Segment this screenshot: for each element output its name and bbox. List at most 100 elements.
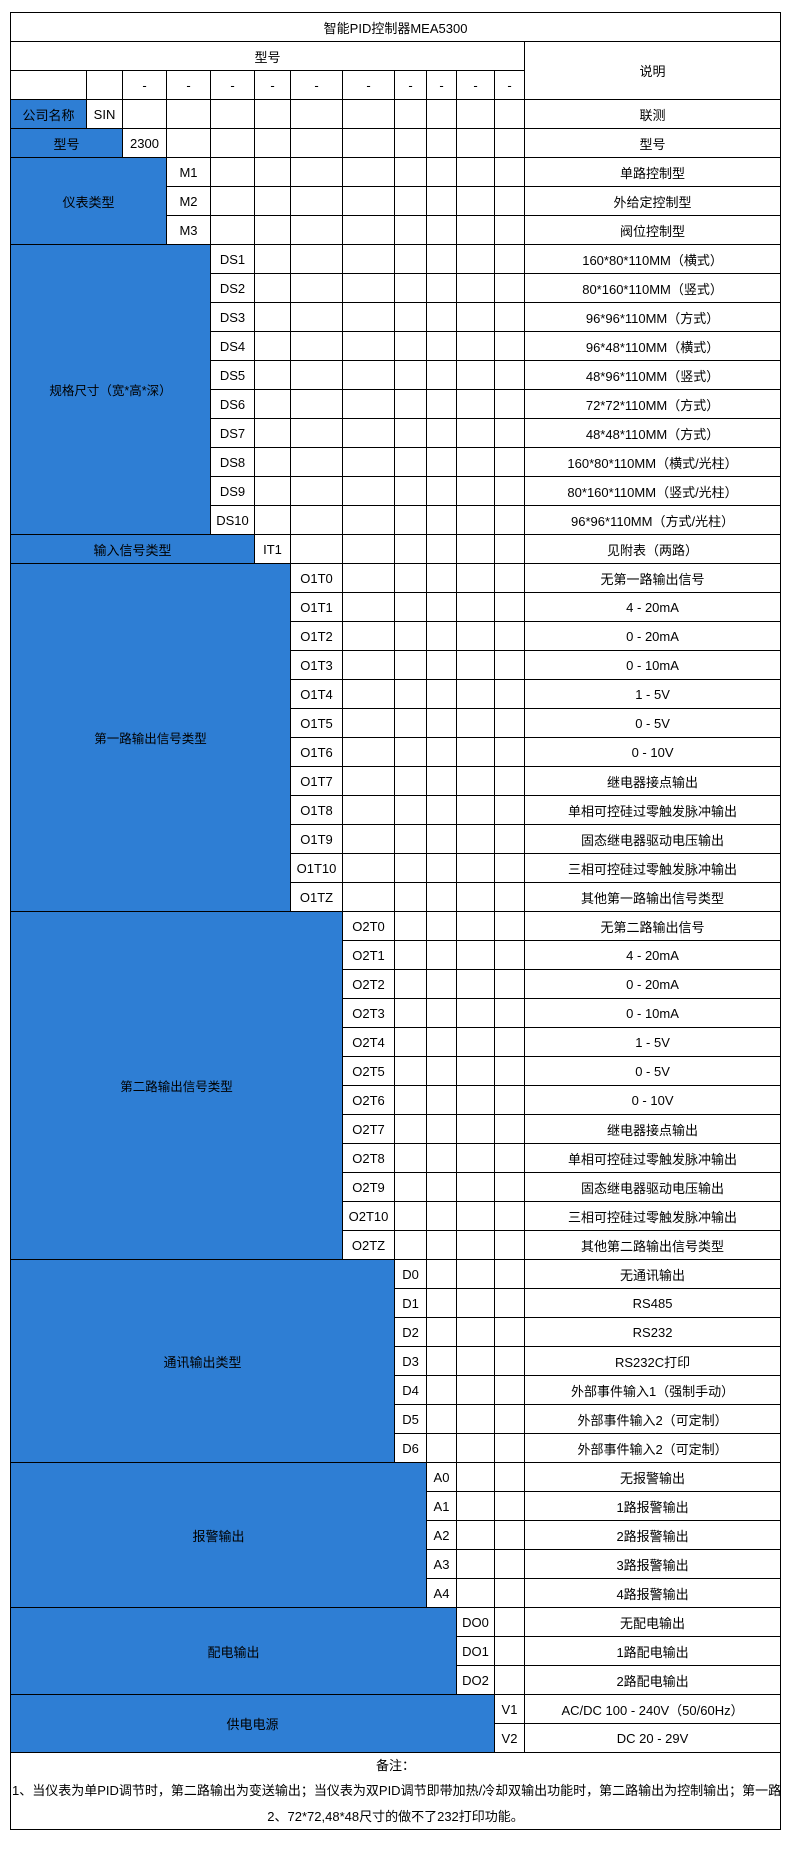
empty-code-cell[interactable] [456, 1027, 495, 1057]
model-code-cell[interactable]: 2300 [122, 128, 167, 158]
empty-code-cell[interactable] [166, 99, 211, 129]
empty-code-cell[interactable] [494, 1462, 525, 1492]
empty-code-cell[interactable] [394, 679, 427, 709]
empty-code-cell[interactable] [426, 1027, 457, 1057]
empty-code-cell[interactable] [426, 244, 457, 274]
empty-code-cell[interactable] [342, 157, 395, 187]
model-code-cell[interactable]: O1T7 [290, 766, 343, 796]
empty-code-cell[interactable] [456, 1346, 495, 1376]
empty-code-cell[interactable] [456, 1172, 495, 1202]
empty-code-cell[interactable] [494, 447, 525, 477]
empty-code-cell[interactable] [426, 1230, 457, 1260]
empty-code-cell[interactable] [426, 128, 457, 158]
empty-code-cell[interactable] [254, 447, 291, 477]
empty-code-cell[interactable] [342, 215, 395, 245]
empty-code-cell[interactable] [426, 1288, 457, 1318]
empty-code-cell[interactable] [426, 911, 457, 941]
model-code-cell[interactable]: O2T0 [342, 911, 395, 941]
empty-code-cell[interactable] [426, 273, 457, 303]
empty-code-cell[interactable] [494, 1317, 525, 1347]
empty-code-cell[interactable] [456, 911, 495, 941]
empty-code-cell[interactable] [456, 650, 495, 680]
empty-code-cell[interactable] [456, 1404, 495, 1434]
empty-code-cell[interactable] [254, 302, 291, 332]
model-code-cell[interactable]: A0 [426, 1462, 457, 1492]
model-code-cell[interactable]: O1T5 [290, 708, 343, 738]
empty-code-cell[interactable] [456, 563, 495, 593]
empty-code-cell[interactable] [494, 360, 525, 390]
empty-code-cell[interactable] [290, 244, 343, 274]
empty-code-cell[interactable] [426, 998, 457, 1028]
empty-code-cell[interactable] [342, 592, 395, 622]
empty-code-cell[interactable] [456, 1549, 495, 1579]
empty-code-cell[interactable] [456, 99, 495, 129]
empty-code-cell[interactable] [426, 418, 457, 448]
model-code-cell[interactable]: O1T8 [290, 795, 343, 825]
model-code-cell[interactable]: A2 [426, 1520, 457, 1550]
empty-code-cell[interactable] [494, 882, 525, 912]
empty-code-cell[interactable] [342, 534, 395, 564]
model-code-cell[interactable]: O2T6 [342, 1085, 395, 1115]
empty-code-cell[interactable] [342, 447, 395, 477]
empty-code-cell[interactable] [394, 1172, 427, 1202]
model-code-cell[interactable]: O1T9 [290, 824, 343, 854]
empty-code-cell[interactable] [456, 534, 495, 564]
empty-code-cell[interactable] [494, 737, 525, 767]
empty-code-cell[interactable] [254, 157, 291, 187]
empty-code-cell[interactable] [394, 1056, 427, 1086]
model-code-cell[interactable]: DO0 [456, 1607, 495, 1637]
empty-code-cell[interactable] [394, 911, 427, 941]
empty-code-cell[interactable] [456, 1288, 495, 1318]
empty-code-cell[interactable] [290, 534, 343, 564]
model-code-cell[interactable]: O2T4 [342, 1027, 395, 1057]
model-code-cell[interactable]: DS4 [210, 331, 255, 361]
empty-code-cell[interactable] [456, 1230, 495, 1260]
empty-code-cell[interactable] [456, 824, 495, 854]
empty-code-cell[interactable] [426, 302, 457, 332]
empty-code-cell[interactable] [254, 389, 291, 419]
model-code-cell[interactable]: O2T5 [342, 1056, 395, 1086]
empty-code-cell[interactable] [394, 563, 427, 593]
empty-code-cell[interactable] [426, 824, 457, 854]
empty-code-cell[interactable] [494, 215, 525, 245]
empty-code-cell[interactable] [426, 186, 457, 216]
empty-code-cell[interactable] [456, 1056, 495, 1086]
empty-code-cell[interactable] [394, 157, 427, 187]
empty-code-cell[interactable] [342, 418, 395, 448]
empty-code-cell[interactable] [210, 186, 255, 216]
empty-code-cell[interactable] [456, 969, 495, 999]
empty-code-cell[interactable] [494, 1549, 525, 1579]
model-code-cell[interactable]: A3 [426, 1549, 457, 1579]
empty-code-cell[interactable] [254, 215, 291, 245]
empty-code-cell[interactable] [456, 1259, 495, 1289]
empty-code-cell[interactable] [342, 273, 395, 303]
empty-code-cell[interactable] [394, 940, 427, 970]
model-code-cell[interactable]: O2T7 [342, 1114, 395, 1144]
empty-code-cell[interactable] [494, 331, 525, 361]
empty-code-cell[interactable] [426, 360, 457, 390]
empty-code-cell[interactable] [394, 418, 427, 448]
empty-code-cell[interactable] [426, 969, 457, 999]
empty-code-cell[interactable] [456, 853, 495, 883]
empty-code-cell[interactable] [342, 737, 395, 767]
empty-code-cell[interactable] [456, 1201, 495, 1231]
empty-code-cell[interactable] [342, 708, 395, 738]
empty-code-cell[interactable] [426, 1317, 457, 1347]
empty-code-cell[interactable] [426, 940, 457, 970]
empty-code-cell[interactable] [456, 1578, 495, 1608]
empty-code-cell[interactable] [426, 157, 457, 187]
model-code-cell[interactable]: DS1 [210, 244, 255, 274]
empty-code-cell[interactable] [394, 215, 427, 245]
empty-code-cell[interactable] [494, 128, 525, 158]
empty-code-cell[interactable] [426, 1056, 457, 1086]
empty-code-cell[interactable] [494, 157, 525, 187]
empty-code-cell[interactable] [394, 795, 427, 825]
empty-code-cell[interactable] [426, 331, 457, 361]
empty-code-cell[interactable] [426, 882, 457, 912]
empty-code-cell[interactable] [494, 476, 525, 506]
model-code-cell[interactable]: DS8 [210, 447, 255, 477]
empty-code-cell[interactable] [394, 737, 427, 767]
empty-code-cell[interactable] [456, 621, 495, 651]
model-code-cell[interactable]: D3 [394, 1346, 427, 1376]
empty-code-cell[interactable] [394, 1085, 427, 1115]
